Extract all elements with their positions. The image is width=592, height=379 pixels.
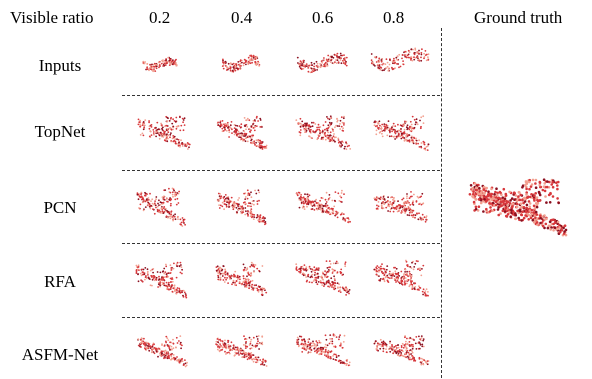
point-cloud-pcn-0.6 bbox=[295, 189, 351, 224]
ground-truth-label: Ground truth bbox=[474, 8, 563, 27]
point-cloud-input-0.4 bbox=[221, 54, 261, 73]
point-cloud-pcn-0.2 bbox=[136, 187, 186, 227]
point-cloud-rfa-0.4 bbox=[215, 261, 268, 297]
ratio-header-0.2: 0.2 bbox=[149, 8, 171, 27]
row-label-inputs: Inputs bbox=[38, 56, 82, 75]
point-cloud-input-0.8 bbox=[370, 47, 430, 72]
point-cloud-input-0.6 bbox=[296, 52, 348, 74]
point-cloud-asfm-net-0.8 bbox=[373, 335, 430, 366]
visible-ratio-label: Visible ratio bbox=[10, 8, 94, 27]
row-separator bbox=[122, 243, 440, 244]
point-cloud-asfm-net-0.4 bbox=[215, 335, 268, 367]
point-cloud-topnet-0.8 bbox=[373, 115, 430, 151]
ratio-header-0.8: 0.8 bbox=[383, 8, 405, 27]
row-separator bbox=[122, 95, 440, 96]
ratio-header-0.6: 0.6 bbox=[312, 8, 334, 27]
point-cloud-ground-truth bbox=[468, 178, 568, 237]
row-separator bbox=[122, 170, 440, 171]
point-cloud-rfa-0.6 bbox=[295, 260, 351, 296]
point-cloud-topnet-0.2 bbox=[137, 115, 191, 150]
point-cloud-input-0.2 bbox=[142, 56, 178, 73]
point-cloud-pcn-0.4 bbox=[216, 189, 267, 226]
row-separator bbox=[122, 317, 440, 318]
point-cloud-asfm-net-0.2 bbox=[137, 335, 188, 368]
point-cloud-topnet-0.4 bbox=[216, 115, 268, 150]
ground-truth-separator bbox=[441, 28, 442, 378]
point-cloud-rfa-0.8 bbox=[373, 259, 429, 297]
ratio-header-0.4: 0.4 bbox=[231, 8, 253, 27]
point-cloud-rfa-0.2 bbox=[135, 261, 188, 299]
row-label-asfm-net: ASFM-Net bbox=[21, 345, 99, 364]
row-label-pcn: PCN bbox=[43, 198, 77, 217]
point-cloud-pcn-0.8 bbox=[373, 191, 428, 223]
point-cloud-topnet-0.6 bbox=[295, 115, 352, 151]
row-label-rfa: RFA bbox=[44, 272, 76, 291]
row-label-topnet: TopNet bbox=[34, 122, 86, 141]
point-cloud-asfm-net-0.6 bbox=[296, 333, 351, 367]
